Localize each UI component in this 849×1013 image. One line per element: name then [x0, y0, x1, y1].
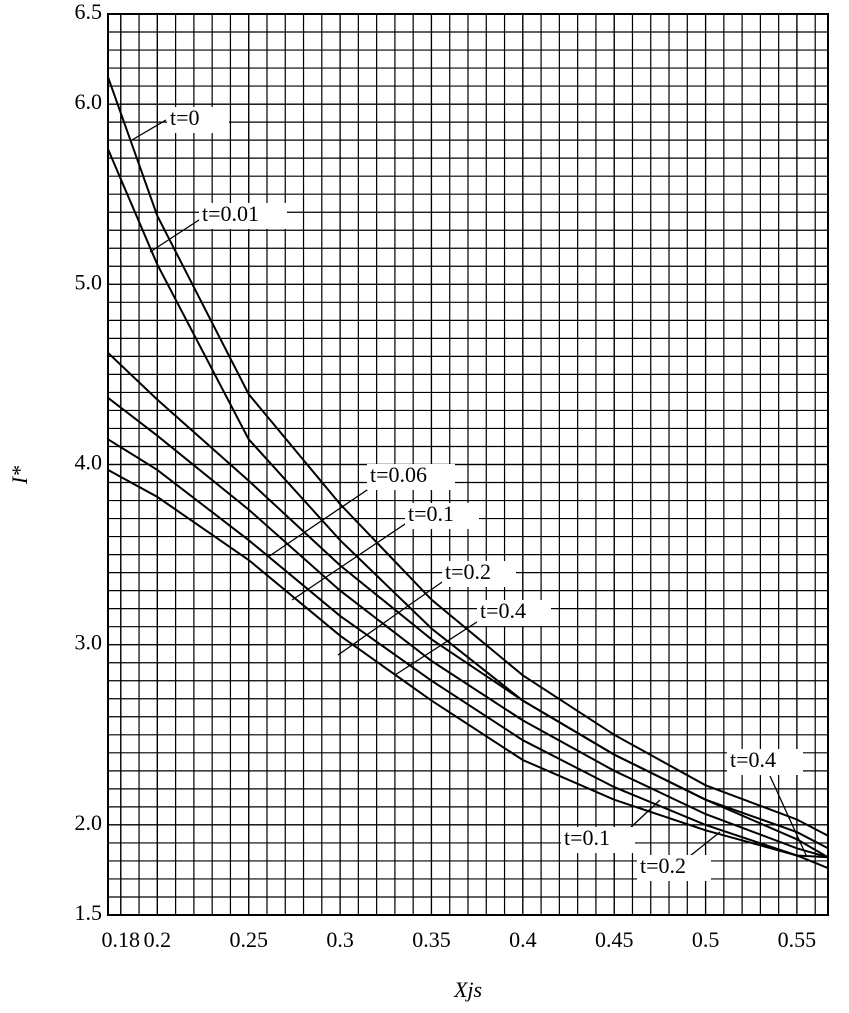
curve-label: t=0.2 [640, 853, 686, 878]
x-tick-label: 0.4 [509, 927, 537, 952]
leader-line [394, 619, 481, 676]
label-bg [727, 749, 803, 775]
x-tick-label: 0.35 [412, 927, 451, 952]
x-axis-label: Xjs [453, 977, 482, 1002]
leader-line [267, 487, 371, 558]
x-tick-label: 0.55 [778, 927, 817, 952]
curve [107, 397, 829, 859]
label-bg [367, 464, 455, 490]
leader-line [149, 217, 203, 253]
leader-line [131, 119, 167, 141]
y-tick-label: 4.0 [75, 450, 103, 475]
leader-line [627, 799, 661, 831]
y-tick-label: 1.5 [75, 900, 103, 925]
curve [107, 148, 829, 850]
label-bg [199, 203, 287, 229]
curve [107, 352, 829, 859]
curve-label: t=0.2 [445, 559, 491, 584]
x-tick-label: 0.45 [595, 927, 634, 952]
x-tick-label: 0.3 [326, 927, 354, 952]
y-tick-label: 6.5 [75, 0, 103, 24]
curve [107, 438, 829, 870]
curve-label: t=0.06 [370, 462, 427, 487]
x-tick-label: 0.5 [692, 927, 720, 952]
y-tick-label: 5.0 [75, 269, 103, 294]
leader-line [769, 775, 807, 856]
label-bg [442, 561, 516, 587]
leader-line [689, 831, 721, 857]
label-bg [561, 827, 635, 853]
curve-label: t=0.4 [480, 598, 526, 623]
x-tick-label: 0.18 [102, 927, 141, 952]
x-tick-label: 0.25 [229, 927, 268, 952]
curve-label: t=0 [170, 105, 200, 130]
y-tick-label: 3.0 [75, 630, 103, 655]
label-bg [405, 503, 479, 529]
curve-label: t=0.1 [564, 825, 610, 850]
leader-line [291, 521, 409, 601]
curve-label: t=0.1 [408, 501, 454, 526]
y-axis-label: I* [7, 466, 32, 485]
label-bg [167, 107, 229, 133]
y-tick-label: 6.0 [75, 89, 103, 114]
curve-label: t=0.01 [202, 201, 259, 226]
x-tick-label: 0.2 [144, 927, 172, 952]
curve [107, 76, 829, 837]
leader-line [337, 579, 446, 656]
y-tick-label: 2.0 [75, 810, 103, 835]
label-bg [477, 600, 551, 626]
curve-label: t=0.4 [730, 747, 776, 772]
label-bg [637, 855, 711, 881]
curve [107, 469, 829, 859]
